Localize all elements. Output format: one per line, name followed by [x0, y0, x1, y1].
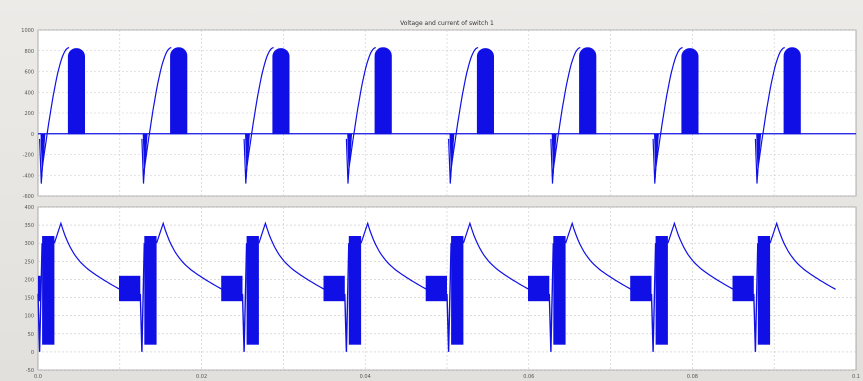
current-spike	[241, 243, 248, 352]
current-pwm-band	[732, 275, 754, 302]
current-switching-block	[757, 236, 771, 345]
voltage-negative-wedge	[245, 133, 250, 180]
current-switching-block	[553, 236, 566, 345]
y-tick-label: 1000	[21, 28, 34, 34]
y-tick-label: 200	[24, 111, 34, 117]
y-tick-label: 800	[24, 49, 34, 55]
x-tick-label: 0.08	[687, 374, 698, 380]
current-decay-curve	[769, 221, 836, 290]
current-spike	[139, 243, 145, 352]
voltage-negative-wedge	[142, 133, 148, 180]
y-tick-label: 350	[24, 223, 34, 229]
voltage-negative-wedge	[551, 133, 557, 180]
current-pwm-band	[630, 275, 652, 302]
voltage-negative-wedge	[347, 133, 353, 180]
voltage-pwm-block	[67, 48, 85, 135]
voltage-trace-arc	[754, 47, 785, 184]
current-pwm-band	[221, 275, 243, 302]
current-decay-curve	[53, 221, 121, 290]
voltage-trace-arc	[243, 47, 274, 184]
chart-title: Voltage and current of switch 1	[400, 20, 494, 27]
voltage-trace-arc	[345, 47, 376, 184]
y-tick-label: 400	[24, 205, 34, 211]
voltage-pwm-block	[476, 48, 494, 135]
voltage-negative-wedge	[449, 133, 455, 180]
voltage-pwm-block	[783, 47, 801, 135]
current-pwm-band	[323, 275, 345, 302]
y-tick-label: -600	[23, 194, 34, 200]
voltage-pwm-block	[374, 47, 392, 135]
y-tick-label: 150	[24, 296, 34, 302]
y-tick-label: 100	[24, 314, 34, 320]
voltage-trace-arc	[39, 47, 70, 184]
current-spike	[548, 243, 554, 352]
current-pwm-band	[528, 275, 550, 302]
voltage-negative-wedge	[654, 133, 659, 180]
voltage-pwm-block	[579, 47, 597, 135]
x-tick-label: 0.02	[196, 374, 207, 380]
voltage-negative-wedge	[40, 133, 46, 180]
current-decay-curve	[667, 221, 734, 290]
current-switching-block	[246, 236, 259, 345]
voltage-negative-wedge	[756, 133, 762, 180]
y-tick-label: -50	[26, 368, 34, 374]
y-tick-label: 250	[24, 259, 34, 265]
y-tick-label: -400	[23, 173, 34, 179]
current-decay-curve	[360, 221, 427, 290]
x-tick-label: 0.04	[360, 374, 371, 380]
current-pwm-band	[119, 275, 141, 302]
current-switching-block	[348, 236, 362, 345]
x-tick-label: 0.1	[852, 374, 860, 380]
current-spike	[753, 243, 759, 352]
current-switching-block	[655, 236, 668, 345]
current-pwm-band	[425, 275, 447, 302]
current-decay-curve	[462, 221, 530, 290]
y-tick-label: 300	[24, 241, 34, 247]
current-decay-curve	[565, 221, 632, 290]
voltage-pwm-block	[170, 47, 188, 135]
voltage-pwm-block	[272, 48, 290, 135]
y-tick-label: 400	[24, 90, 34, 96]
y-tick-label: 50	[28, 332, 34, 338]
voltage-pwm-block	[681, 48, 699, 135]
voltage-trace-arc	[448, 47, 479, 184]
current-spike	[37, 243, 43, 352]
current-pwm-band	[38, 275, 41, 302]
current-spike	[446, 243, 452, 352]
x-tick-label: 0.06	[523, 374, 534, 380]
current-switching-block	[144, 236, 157, 345]
y-tick-label: 200	[24, 277, 34, 283]
y-tick-label: 0	[31, 350, 34, 356]
x-tick-label: 0.0	[34, 374, 42, 380]
current-spike	[344, 243, 350, 352]
current-decay-curve	[258, 221, 325, 290]
y-tick-label: 0	[31, 132, 34, 138]
y-tick-label: 600	[24, 70, 34, 76]
y-tick-label: -200	[23, 153, 34, 159]
current-decay-curve	[156, 221, 223, 290]
current-spike	[650, 243, 657, 352]
voltage-trace-arc	[652, 47, 683, 184]
current-switching-block	[451, 236, 464, 345]
voltage-trace-arc	[141, 47, 172, 184]
current-switching-block	[42, 236, 55, 345]
voltage-trace-arc	[550, 47, 581, 184]
